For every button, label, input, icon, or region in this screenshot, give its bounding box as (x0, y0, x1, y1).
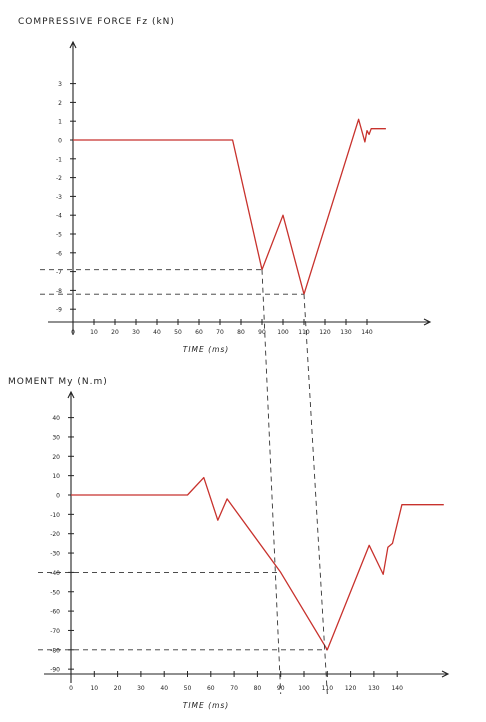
x-axis-arrow (423, 318, 432, 326)
x-tick-label: 80 (254, 685, 262, 692)
x-tick-label: 20 (111, 329, 119, 336)
x-tick-label: 140 (391, 685, 403, 692)
chart-title: COMPRESSIVE FORCE Fz (kN) (18, 17, 175, 27)
y-tick-label: 10 (52, 473, 60, 480)
y-tick-label: -8 (56, 288, 62, 295)
x-tick-label: 60 (207, 685, 215, 692)
y-tick-label: -6 (56, 250, 62, 257)
x-tick-label: 50 (184, 685, 192, 692)
data-line (71, 476, 444, 651)
y-tick-label: -20 (50, 531, 60, 538)
x-tick-label: 130 (368, 685, 380, 692)
y-tick-label: -60 (50, 609, 60, 616)
y-tick-label: 2 (58, 100, 62, 107)
x-tick-label: 120 (319, 329, 331, 336)
y-tick-label: -30 (50, 551, 60, 558)
y-tick-label: -3 (56, 194, 62, 201)
x-tick-label: 130 (340, 329, 352, 336)
data-line (73, 118, 386, 295)
y-tick-label: -70 (50, 628, 60, 635)
x-tick-label: 100 (298, 685, 310, 692)
y-tick-label: -50 (50, 589, 60, 596)
y-tick-label: 0 (58, 138, 62, 145)
x-tick-label: 80 (237, 329, 245, 336)
y-tick-label: 20 (52, 454, 60, 461)
x-tick-label: 0 (71, 329, 75, 336)
y-axis-arrow (67, 390, 75, 399)
x-tick-label: 40 (160, 685, 168, 692)
x-axis-label: TIME (ms) (183, 345, 229, 354)
x-tick-label: 110 (298, 329, 310, 336)
y-tick-label: -7 (56, 269, 62, 276)
y-tick-label: -1 (56, 156, 62, 163)
chart-2: MOMENT My (N.m)403020100-10-20-30-40-50-… (8, 377, 450, 710)
y-tick-label: 1 (58, 119, 62, 126)
guide-vertical-link (261, 269, 282, 695)
x-axis-label: TIME (ms) (183, 701, 229, 710)
x-axis-arrow (441, 670, 450, 678)
y-tick-label: 3 (58, 81, 62, 88)
x-tick-label: 60 (195, 329, 203, 336)
x-tick-label: 10 (90, 329, 98, 336)
x-tick-label: 120 (345, 685, 357, 692)
guide-vertical-link (303, 294, 328, 695)
x-tick-label: 0 (69, 685, 73, 692)
x-tick-label: 10 (90, 685, 98, 692)
y-tick-label: -10 (50, 512, 60, 519)
y-tick-label: -9 (56, 307, 62, 314)
y-tick-label: -90 (50, 667, 60, 674)
x-tick-label: 100 (277, 329, 289, 336)
chart-title: MOMENT My (N.m) (8, 377, 108, 387)
x-tick-label: 140 (361, 329, 373, 336)
y-tick-label: 0 (56, 493, 60, 500)
x-tick-label: 110 (322, 685, 334, 692)
y-tick-label: -4 (56, 213, 62, 220)
y-tick-label: -2 (56, 175, 62, 182)
x-tick-label: 30 (137, 685, 145, 692)
x-tick-label: 20 (114, 685, 122, 692)
chart-1: COMPRESSIVE FORCE Fz (kN)3210-1-2-3-4-5-… (18, 17, 432, 354)
y-tick-label: 30 (52, 434, 60, 441)
x-tick-label: 70 (216, 329, 224, 336)
x-tick-label: 30 (132, 329, 140, 336)
x-tick-label: 40 (153, 329, 161, 336)
x-tick-label: 50 (174, 329, 182, 336)
y-tick-label: -80 (50, 647, 60, 654)
x-tick-label: 70 (230, 685, 238, 692)
x-tick-label: 90 (277, 685, 285, 692)
y-axis-arrow (69, 40, 77, 49)
y-tick-label: -5 (56, 232, 62, 239)
y-tick-label: 40 (52, 415, 60, 422)
y-tick-label: -40 (50, 570, 60, 577)
x-tick-label: 90 (258, 329, 266, 336)
